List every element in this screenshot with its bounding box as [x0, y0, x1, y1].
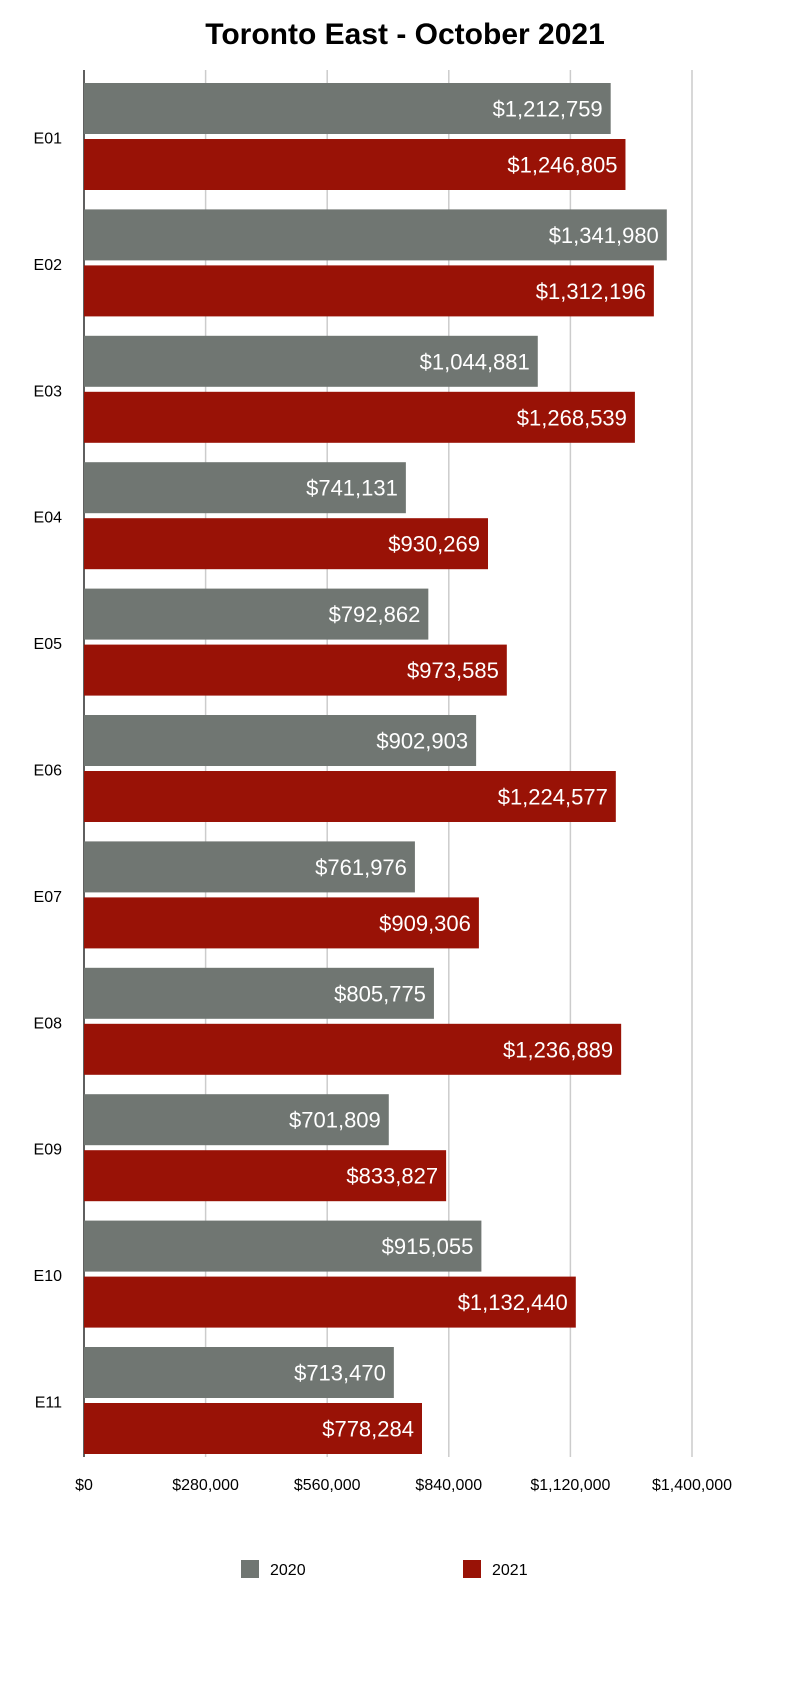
bar-2020-E08 — [84, 967, 434, 1019]
data-label: $761,976 — [315, 855, 407, 880]
data-label: $973,585 — [407, 658, 499, 683]
bar-2020-E03 — [84, 335, 538, 387]
bar-2021-E01 — [84, 139, 626, 190]
x-tick-label: $1,120,000 — [530, 1477, 610, 1494]
data-label: $1,132,440 — [458, 1290, 568, 1315]
bar-2021-E09 — [84, 1150, 447, 1202]
category-label: E03 — [34, 383, 63, 400]
x-tick-label: $0 — [75, 1477, 93, 1494]
legend-swatch-2020 — [241, 1560, 259, 1578]
data-label: $1,268,539 — [517, 405, 627, 430]
category-label: E07 — [34, 889, 63, 906]
category-label: E04 — [34, 510, 63, 527]
bar-2020-E05 — [84, 588, 429, 640]
chart-title: Toronto East - October 2021 — [205, 18, 605, 51]
bar-2020-E04 — [84, 462, 406, 514]
x-tick-label: $280,000 — [172, 1477, 239, 1494]
bar-2020-E09 — [84, 1094, 389, 1146]
data-label: $909,306 — [379, 911, 471, 936]
data-label: $741,131 — [306, 476, 398, 501]
category-label: E02 — [34, 257, 63, 274]
bar-2021-E07 — [84, 897, 479, 949]
category-label: E06 — [34, 763, 63, 780]
data-label: $1,341,980 — [549, 223, 659, 248]
data-label: $778,284 — [322, 1417, 414, 1442]
bar-2021-E06 — [84, 771, 616, 822]
data-label: $1,246,805 — [507, 153, 617, 178]
data-label: $1,044,881 — [420, 349, 530, 374]
bar-2020-E07 — [84, 841, 415, 893]
legend-swatch-2021 — [463, 1560, 481, 1578]
data-label: $1,212,759 — [493, 97, 603, 122]
bar-2021-E08 — [84, 1023, 622, 1075]
category-label: E01 — [34, 131, 63, 148]
category-label: E05 — [34, 636, 63, 653]
bar-2020-E01 — [84, 83, 611, 134]
x-tick-label: $840,000 — [415, 1477, 482, 1494]
legend-label: 2020 — [270, 1562, 306, 1579]
data-label: $930,269 — [388, 532, 480, 557]
category-label: E10 — [34, 1268, 63, 1285]
bar-2020-E02 — [84, 209, 667, 261]
data-label: $805,775 — [334, 981, 426, 1006]
legend-label: 2021 — [492, 1562, 528, 1579]
data-label: $1,224,577 — [498, 785, 608, 810]
data-label: $1,236,889 — [503, 1037, 613, 1062]
data-label: $713,470 — [294, 1361, 386, 1386]
bar-2021-E03 — [84, 391, 635, 443]
bar-2020-E10 — [84, 1220, 482, 1272]
bar-2021-E10 — [84, 1276, 576, 1328]
bar-2020-E06 — [84, 715, 477, 766]
category-label: E11 — [35, 1395, 62, 1412]
bar-2021-E05 — [84, 644, 507, 696]
bar-2020-E11 — [84, 1347, 394, 1398]
data-label: $833,827 — [346, 1164, 438, 1189]
bar-2021-E02 — [84, 265, 654, 317]
data-label: $701,809 — [289, 1108, 381, 1133]
category-label: E09 — [34, 1142, 63, 1159]
bar-2021-E11 — [84, 1403, 422, 1454]
x-tick-label: $1,400,000 — [652, 1477, 732, 1494]
x-tick-label: $560,000 — [294, 1477, 361, 1494]
data-label: $915,055 — [382, 1234, 474, 1259]
data-label: $902,903 — [376, 729, 468, 754]
data-label: $1,312,196 — [536, 279, 646, 304]
category-label: E08 — [34, 1015, 63, 1032]
data-label: $792,862 — [329, 602, 421, 627]
bar-2021-E04 — [84, 518, 489, 570]
